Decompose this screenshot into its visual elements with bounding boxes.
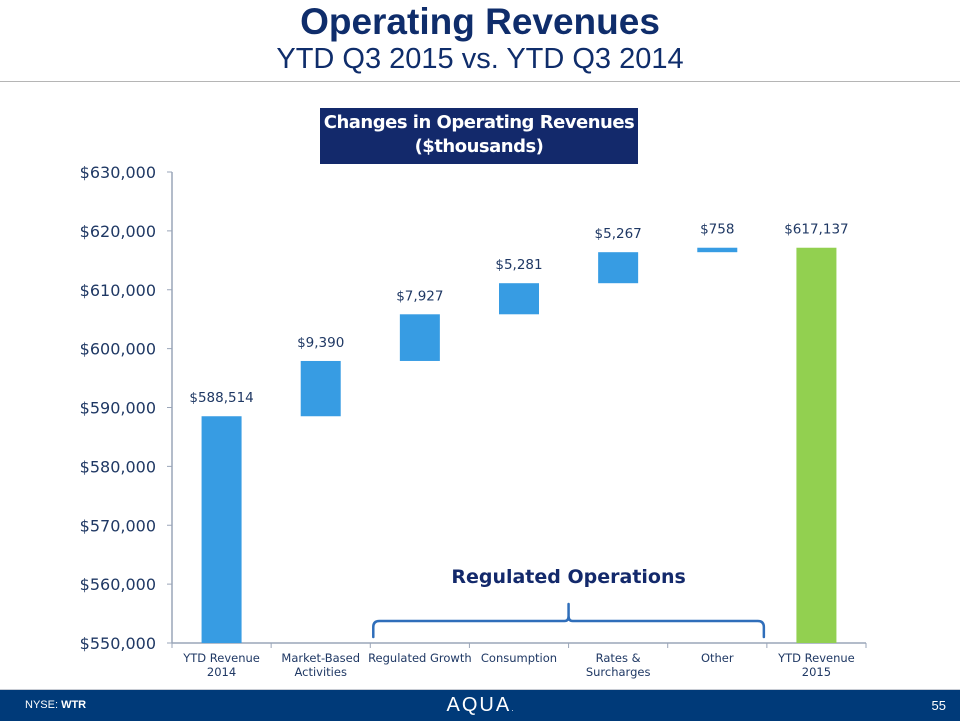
waterfall-bar [201, 416, 242, 643]
bar-value-label: $758 [700, 222, 734, 238]
x-tick-label: Market-Based Activities [281, 651, 360, 679]
brace-shape [372, 602, 766, 639]
x-axis: YTD Revenue 2014 Market-Based Activities Reg… [171, 642, 867, 679]
y-tick-label: $590,000 [80, 399, 156, 418]
y-tick-label: $570,000 [80, 516, 156, 535]
waterfall-bar [796, 247, 837, 644]
bar-value-label: $5,267 [595, 226, 642, 242]
bar-labels: $588,514 $9,390 $7,927 $5,281 $5,267 $758 $617… [189, 222, 848, 407]
slide-title: Operating Revenues [300, 1, 660, 42]
slide-subtitle: YTD Q3 2015 vs. YTD Q3 2014 [276, 43, 684, 75]
waterfall-bar [598, 252, 639, 284]
chart-title-line-1: Changes in Operating Revenues [323, 112, 635, 133]
waterfall-bar [300, 360, 341, 417]
ticker-symbol: WTR [61, 699, 87, 711]
x-tick-label: Regulated Growth [368, 651, 472, 665]
y-tick-label: $600,000 [80, 340, 156, 359]
page-number: 55 [931, 698, 946, 713]
x-tick-label: Rates & Surcharges [586, 651, 651, 679]
x-tick-label: YTD Revenue 2014 [182, 651, 260, 679]
bar-value-label: $7,927 [396, 288, 443, 304]
y-tick-label: $550,000 [80, 634, 156, 653]
x-tick-label: YTD Revenue 2015 [777, 651, 855, 679]
regulated-operations-annotation: Regulated Operations [372, 566, 766, 639]
y-tick-label: $580,000 [80, 457, 156, 476]
aqua-logo: AQUA. [0, 694, 960, 717]
logo-mark: . [511, 704, 514, 713]
waterfall-bar [399, 314, 440, 361]
logo-text: AQUA [446, 694, 512, 716]
y-tick-label: $560,000 [80, 575, 156, 594]
x-tick-label: Consumption [481, 651, 557, 665]
waterfall-bar [499, 283, 539, 315]
waterfall-chart: $550,000 $560,000 $570,000 $580,000 $590,000… [80, 163, 867, 679]
bar-value-label: $617,137 [784, 222, 848, 238]
y-axis: $550,000 $560,000 $570,000 $580,000 $590,000… [80, 163, 173, 653]
chart-title-line-2: ($thousands) [414, 136, 544, 157]
bar-value-label: $9,390 [297, 335, 344, 351]
y-tick-label: $620,000 [80, 222, 156, 241]
brace-label: Regulated Operations [451, 566, 685, 588]
footer-bar: NYSE: WTR AQUA. 55 [0, 689, 960, 721]
x-tick-label: Other [701, 651, 734, 665]
waterfall-bar [697, 247, 738, 253]
ticker-prefix: NYSE: [25, 699, 62, 711]
y-tick-label: $630,000 [80, 163, 156, 182]
bars [201, 247, 837, 644]
title-divider [0, 81, 960, 82]
y-tick-label: $610,000 [80, 281, 156, 300]
bar-value-label: $5,281 [495, 257, 542, 273]
bar-value-label: $588,514 [189, 390, 253, 406]
chart-title-box: Changes in Operating Revenues ($thousand… [320, 108, 638, 164]
ticker-text: NYSE: WTR [25, 699, 86, 711]
